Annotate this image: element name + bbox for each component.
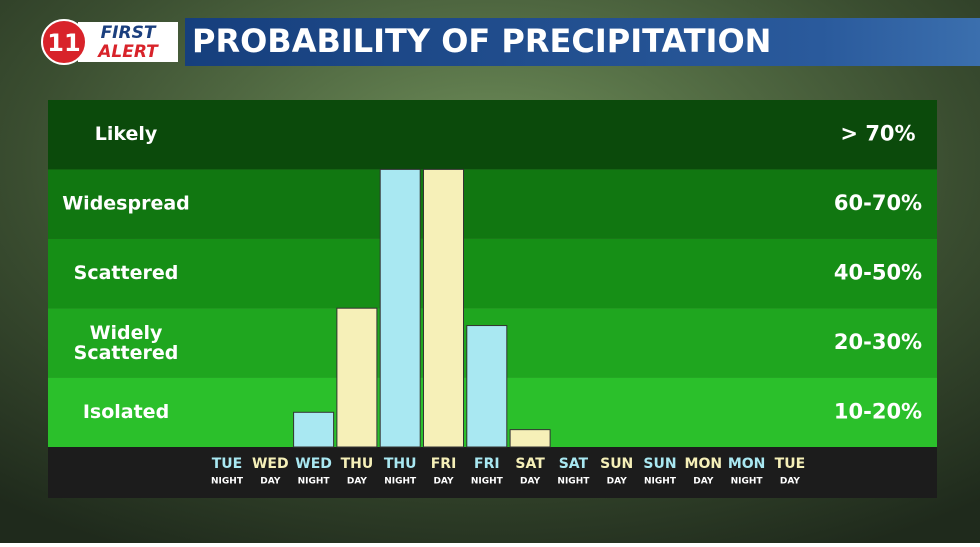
- chart-title: PROBABILITY OF PRECIPITATION: [192, 22, 771, 60]
- x-tick-sublabel: DAY: [780, 477, 801, 487]
- x-tick-sublabel: NIGHT: [211, 477, 244, 487]
- logo-number: 11: [47, 29, 80, 57]
- band-label: Widely Scattered: [74, 321, 179, 363]
- band-label: Scattered: [74, 262, 179, 284]
- x-tick-sublabel: DAY: [520, 477, 541, 487]
- category-strip: [48, 447, 937, 498]
- band-label: Widespread: [62, 193, 190, 215]
- bar: [336, 307, 378, 448]
- title-bar: [185, 18, 980, 66]
- x-tick-sublabel: NIGHT: [731, 477, 764, 487]
- logo-text: FIRST: [101, 23, 157, 43]
- band: [48, 238, 937, 309]
- x-tick-label: TUE: [775, 456, 805, 472]
- x-tick-label: SUN: [600, 456, 633, 472]
- x-tick-sublabel: NIGHT: [471, 477, 504, 487]
- x-tick-label: MON: [728, 456, 766, 472]
- x-tick-sublabel: NIGHT: [644, 477, 677, 487]
- band-range: 40-50%: [834, 261, 922, 285]
- x-tick-label: SUN: [643, 456, 676, 472]
- band: [48, 169, 937, 239]
- x-tick-label: SAT: [559, 456, 589, 472]
- x-tick-sublabel: DAY: [347, 477, 368, 487]
- bar: [423, 168, 464, 448]
- band-range: 60-70%: [834, 191, 922, 215]
- bar: [466, 325, 508, 448]
- x-tick-label: SAT: [515, 456, 545, 472]
- bar: [293, 411, 335, 448]
- x-tick-label: MON: [685, 456, 723, 472]
- band-label: Likely: [95, 123, 158, 145]
- band: [48, 100, 937, 170]
- bar: [509, 429, 551, 448]
- x-tick-label: WED: [252, 456, 289, 472]
- logo-text: ALERT: [96, 42, 159, 62]
- bar: [379, 168, 421, 448]
- band-range: > 70%: [840, 122, 915, 146]
- x-tick-label: WED: [295, 456, 332, 472]
- band-range: 10-20%: [834, 399, 922, 423]
- x-tick-sublabel: NIGHT: [557, 477, 590, 487]
- band-label: Isolated: [83, 401, 169, 423]
- band-range: 20-30%: [834, 330, 922, 354]
- x-tick-label: FRI: [474, 456, 500, 472]
- x-tick-sublabel: DAY: [260, 477, 281, 487]
- x-tick-label: FRI: [431, 456, 457, 472]
- x-tick-sublabel: DAY: [607, 477, 628, 487]
- x-tick-sublabel: DAY: [693, 477, 714, 487]
- x-tick-sublabel: NIGHT: [384, 477, 417, 487]
- x-tick-label: THU: [341, 456, 374, 472]
- logo-circle: [41, 19, 87, 65]
- logo-box: [78, 22, 178, 62]
- x-tick-sublabel: DAY: [433, 477, 454, 487]
- x-tick-label: TUE: [212, 456, 242, 472]
- x-tick-label: THU: [384, 456, 417, 472]
- x-tick-sublabel: NIGHT: [298, 477, 331, 487]
